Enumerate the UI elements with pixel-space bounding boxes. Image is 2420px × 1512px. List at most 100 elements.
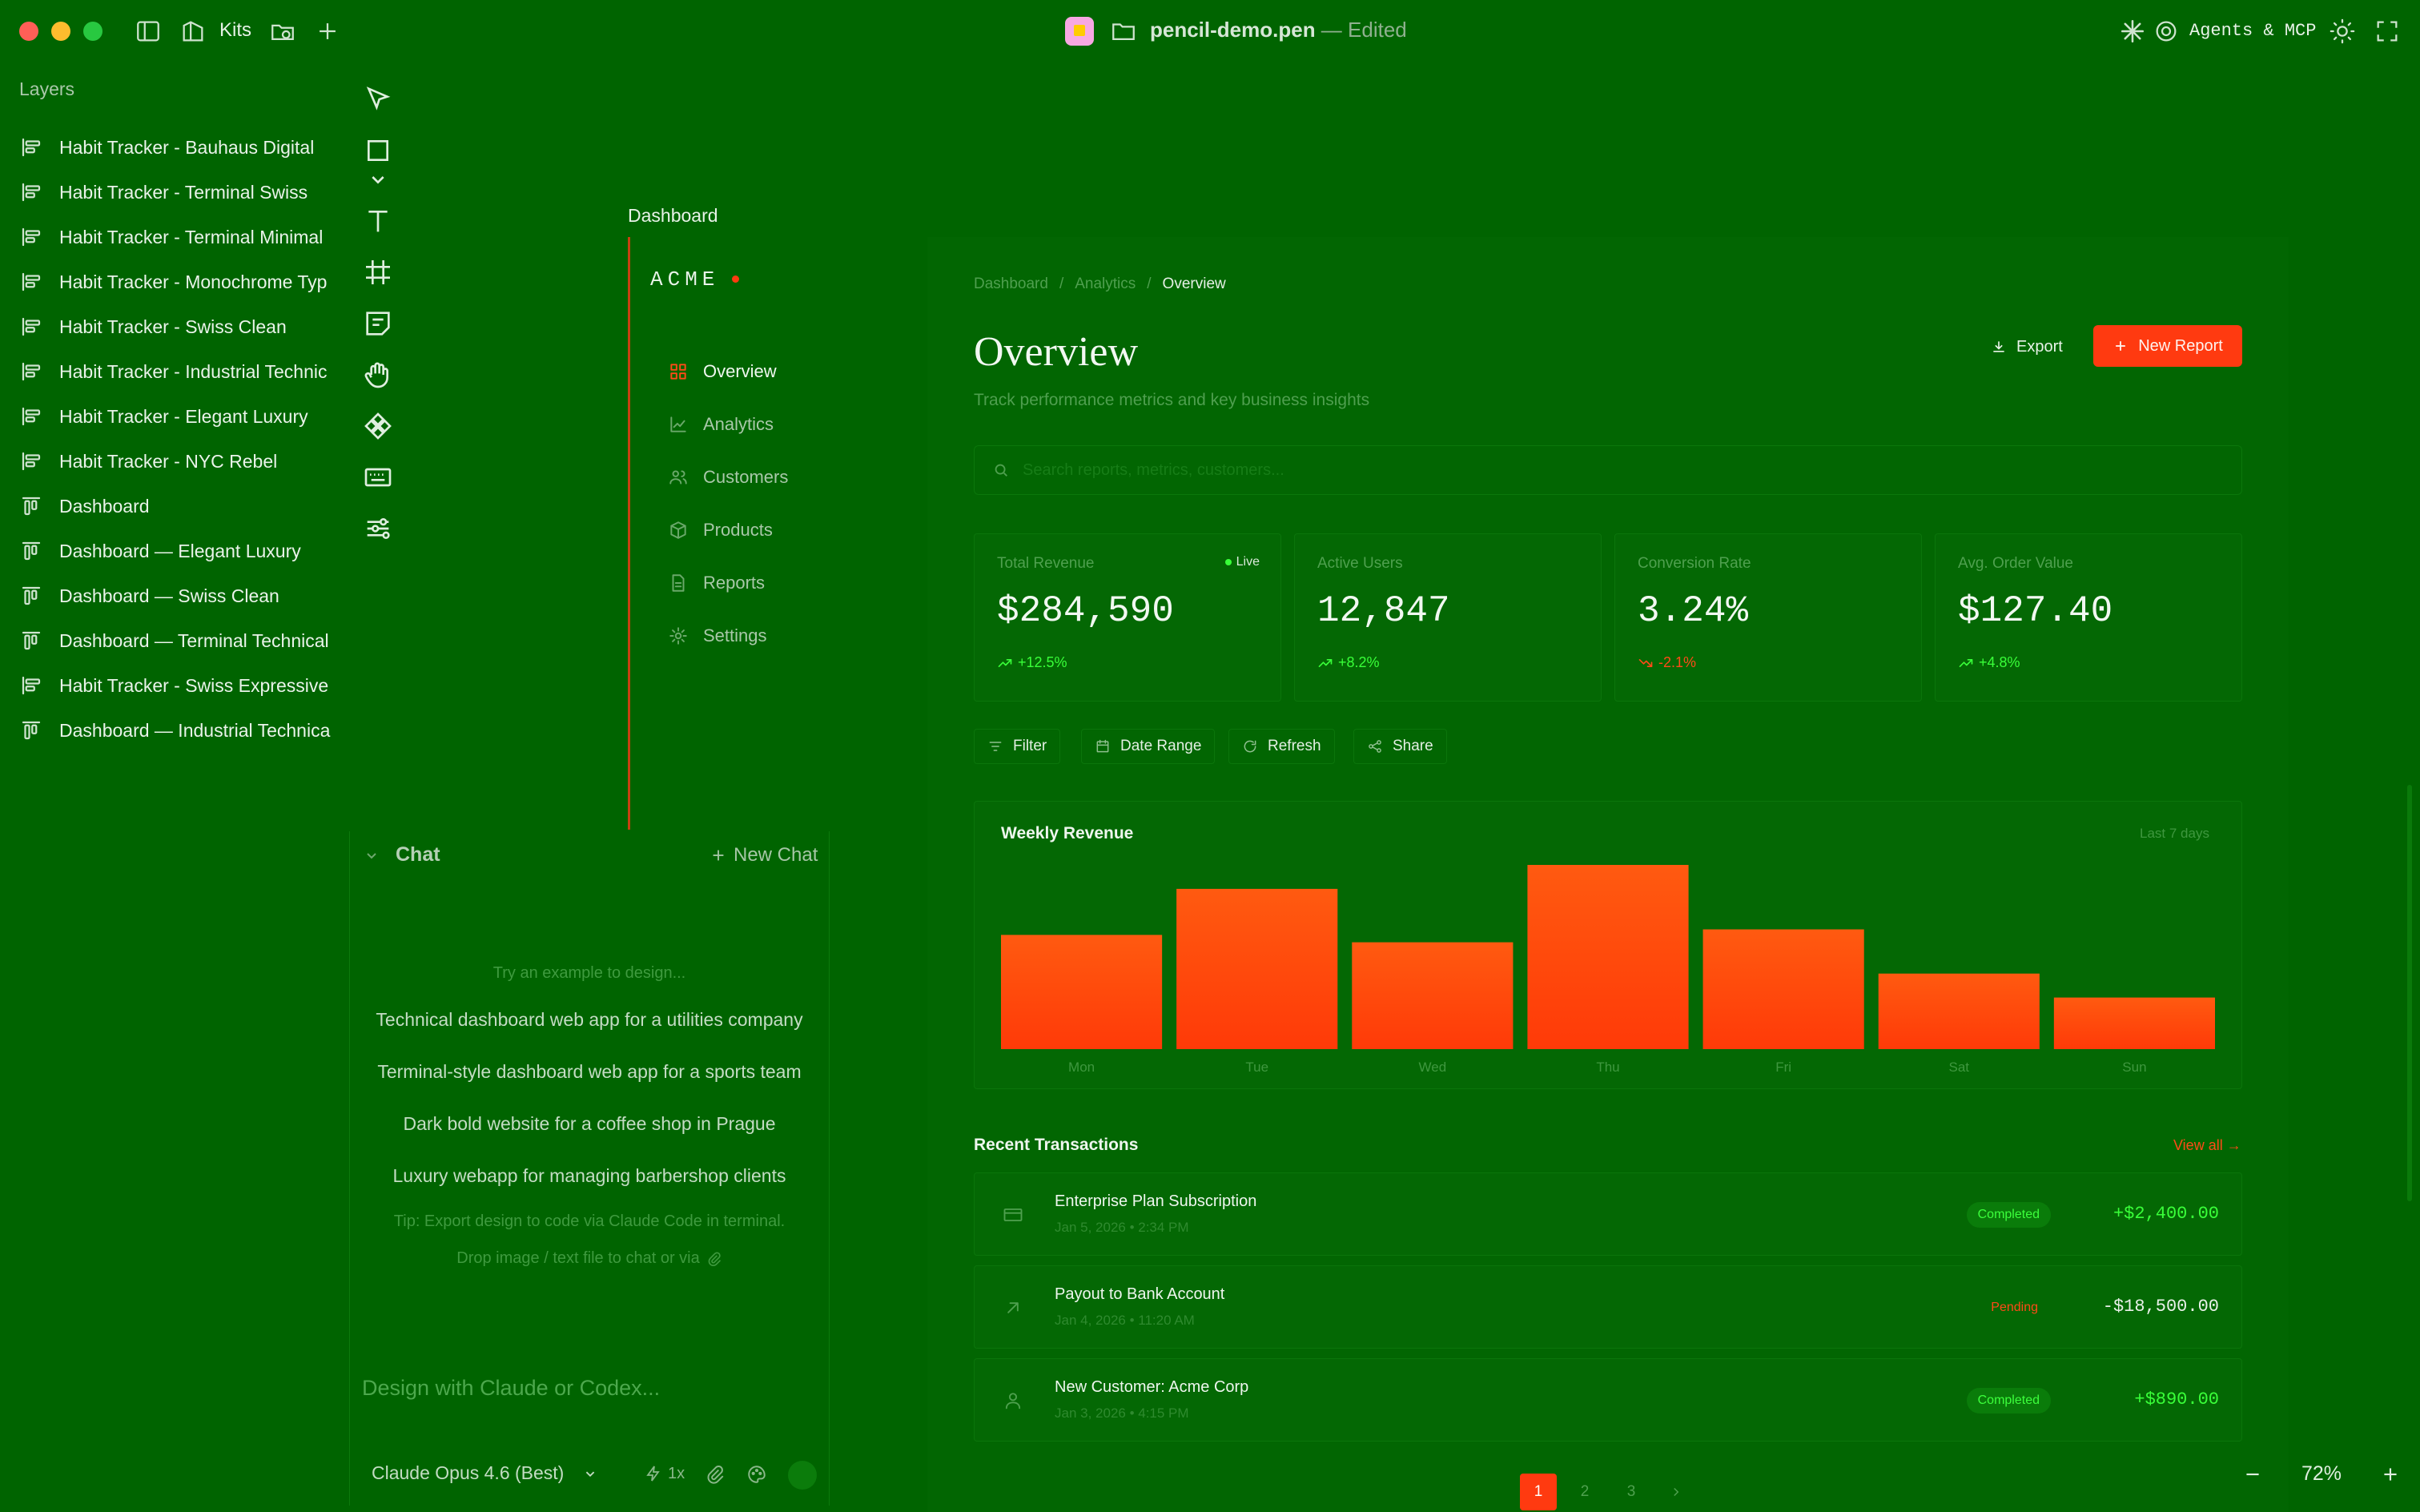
transaction-row[interactable]: New Customer: Acme Corp Jan 3, 2026 • 4:1… [974,1358,2242,1442]
zoom-out-icon[interactable] [2242,1464,2263,1485]
export-button[interactable]: Export [1976,327,2077,367]
paperclip-icon[interactable] [706,1251,722,1267]
text-tool-icon[interactable] [362,205,394,237]
adjustments-icon[interactable] [362,513,394,545]
close-window-button[interactable] [19,22,38,41]
folder-icon[interactable] [1110,18,1137,45]
zoom-level[interactable]: 72% [2301,1462,2342,1485]
speed-toggle[interactable]: 1x [644,1464,685,1483]
sticky-note-tool-icon[interactable] [362,308,394,340]
search-input[interactable]: Search reports, metrics, customers... [974,445,2242,495]
claude-icon[interactable] [2119,18,2146,45]
chart-tick-label: Mon [1068,1060,1095,1075]
nav-item-reports[interactable]: Reports [668,567,765,599]
layer-item[interactable]: Habit Tracker - Industrial Technic [19,354,340,389]
kits-icon[interactable] [179,18,207,45]
share-button[interactable]: Share [1353,729,1447,764]
layer-item[interactable]: Habit Tracker - Terminal Swiss [19,175,340,210]
nav-item-customers[interactable]: Customers [668,461,788,493]
collapse-chat-icon[interactable] [362,846,381,865]
transaction-row[interactable]: Enterprise Plan Subscription Jan 5, 2026 … [974,1172,2242,1256]
view-all-link[interactable]: View all → [2173,1137,2241,1153]
new-report-label: New Report [2138,336,2223,355]
fullscreen-icon[interactable] [2374,18,2401,45]
canvas-scrollbar[interactable] [2407,785,2412,1201]
nav-item-label: Customers [703,467,789,487]
select-tool-icon[interactable] [362,83,394,115]
breadcrumb-item[interactable]: Dashboard [974,275,1048,292]
keyboard-icon[interactable] [362,461,394,493]
page-button[interactable]: 2 [1580,1483,1590,1500]
attach-icon[interactable] [705,1464,726,1485]
sidebar-toggle-icon[interactable] [135,18,162,45]
chat-example-prompt[interactable]: Dark bold website for a coffee shop in P… [403,1113,776,1134]
rectangle-tool-icon[interactable] [362,135,394,167]
model-selector[interactable]: Claude Opus 4.6 (Best) [372,1462,599,1484]
layer-item[interactable]: Habit Tracker - NYC Rebel [19,444,340,479]
layer-item[interactable]: Habit Tracker - Bauhaus Digital [19,130,340,165]
layer-item[interactable]: Habit Tracker - Terminal Minimal [19,219,340,255]
layer-item[interactable]: Habit Tracker - Elegant Luxury [19,399,340,434]
trend-down-icon [1638,655,1654,671]
layer-item[interactable]: Dashboard — Swiss Clean [19,578,340,613]
stat-delta: +12.5% [997,654,1067,671]
palette-icon[interactable] [746,1464,767,1485]
component-tool-icon[interactable] [362,410,394,442]
new-report-button[interactable]: New Report [2093,325,2242,367]
layer-item-label: Dashboard [59,495,150,517]
chat-input[interactable]: Design with Claude or Codex... [362,1376,661,1400]
status-badge: Completed [1966,1202,2051,1228]
nav-item-settings[interactable]: Settings [668,620,767,652]
model-label: Claude Opus 4.6 (Best) [372,1462,565,1483]
kits-label[interactable]: Kits [219,19,252,41]
chart-range-label[interactable]: Last 7 days [2140,826,2209,841]
layer-item[interactable]: Dashboard — Elegant Luxury [19,533,340,569]
frame-vertical-icon [19,718,43,742]
nav-item-analytics[interactable]: Analytics [668,408,774,440]
share-icon [1367,738,1383,754]
frame-horizontal-icon [19,315,43,339]
filter-button[interactable]: Filter [974,729,1061,764]
minimize-window-button[interactable] [51,22,70,41]
agents-mcp-button[interactable]: Agents & MCP [2189,21,2317,41]
layer-item[interactable]: Habit Tracker - Swiss Expressive [19,668,340,703]
layer-item[interactable]: Dashboard — Terminal Technical [19,623,340,658]
stat-delta-value: +8.2% [1338,654,1380,670]
page-button[interactable]: 3 [1626,1483,1636,1500]
zoom-window-button[interactable] [83,22,103,41]
chat-example-prompt[interactable]: Terminal-style dashboard web app for a s… [377,1061,802,1082]
openai-icon[interactable] [2153,18,2180,45]
layer-item[interactable]: Dashboard — Industrial Technica [19,713,340,748]
date-range-button[interactable]: Date Range [1081,729,1216,764]
refresh-button[interactable]: Refresh [1228,729,1335,764]
gear-icon [668,625,689,646]
hand-tool-icon[interactable] [362,359,394,391]
chat-example-prompt[interactable]: Technical dashboard web app for a utilit… [376,1009,803,1030]
live-dot [1224,559,1232,565]
page-button[interactable]: 1 [1520,1474,1557,1510]
frame-tool-icon[interactable] [362,256,394,288]
chat-example-prompt[interactable]: Luxury webapp for managing barbershop cl… [392,1165,786,1186]
zoom-controls: 72% [2242,1462,2401,1486]
layer-item[interactable]: Dashboard [19,489,340,524]
plus-icon[interactable] [314,18,341,45]
stat-card: Active Users 12,847 +8.2% [1294,533,1602,702]
breadcrumb-item[interactable]: Analytics [1075,275,1136,292]
users-icon [668,467,689,488]
next-page-button[interactable] [1658,1474,1694,1510]
zoom-in-icon[interactable] [2380,1464,2401,1485]
layer-item-label: Dashboard — Terminal Technical [59,629,329,651]
layer-item[interactable]: Habit Tracker - Monochrome Typ [19,264,340,300]
nav-item-overview[interactable]: Overview [668,356,777,388]
history-folder-icon[interactable] [269,18,296,45]
layer-item[interactable]: Habit Tracker - Swiss Clean [19,309,340,344]
nav-item-products[interactable]: Products [668,514,773,546]
stat-value: $284,590 [997,590,1174,632]
theme-toggle-icon[interactable] [2329,18,2356,45]
new-chat-button[interactable]: New Chat [710,844,818,867]
chart-tick-label: Fri [1775,1060,1791,1075]
artboard-label[interactable]: Dashboard [628,205,718,226]
chevron-down-icon[interactable] [362,171,394,191]
send-button[interactable] [788,1461,817,1490]
transaction-row[interactable]: Payout to Bank Account Jan 4, 2026 • 11:2… [974,1265,2242,1349]
